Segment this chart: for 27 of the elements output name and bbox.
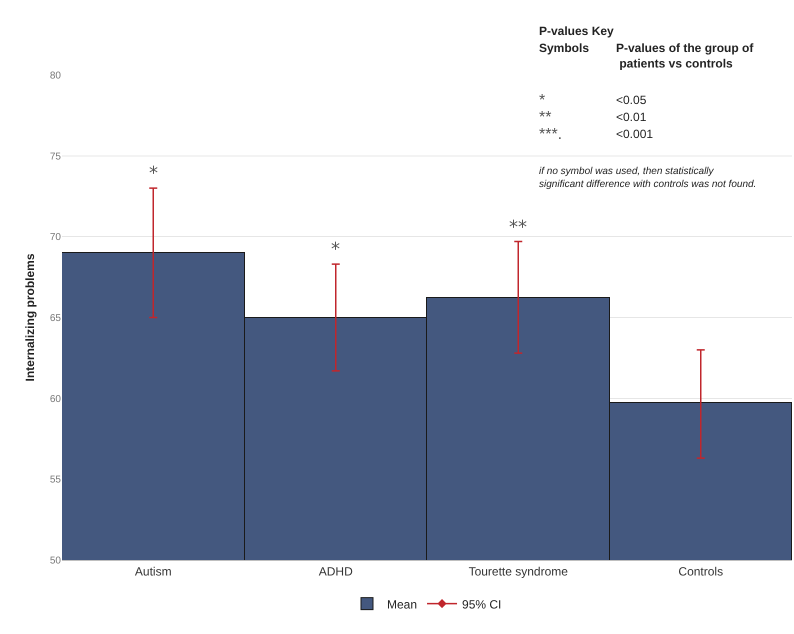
y-tick-label: 75 xyxy=(50,151,62,162)
annotation: if no symbol was used, then statistically significant difference with controls was not found. xyxy=(539,166,756,190)
annotation: <0.01 xyxy=(616,110,647,124)
y-tick-label: 60 xyxy=(50,394,62,405)
text: Symbols xyxy=(539,41,590,55)
x-tick-label: Tourette syndrome xyxy=(468,564,568,578)
x-tick-label: Controls xyxy=(678,564,724,578)
legend-label: 95% CI xyxy=(462,597,502,612)
legend-label: Mean xyxy=(387,597,418,612)
annotation: <0.05 xyxy=(616,93,647,107)
y-axis-title: Internalizing problems xyxy=(23,253,38,382)
annotation: <0.001 xyxy=(616,127,654,141)
annotation: ** xyxy=(539,109,552,126)
annotation: ** xyxy=(509,217,527,238)
annotation: ***. xyxy=(539,126,562,143)
y-tick-label: 55 xyxy=(50,474,62,486)
text: P-values Key xyxy=(539,24,614,38)
x-tick-label: Autism xyxy=(134,564,172,578)
annotation: * xyxy=(149,163,158,184)
y-tick-label: 70 xyxy=(50,232,62,244)
annotation: * xyxy=(539,92,546,109)
y-tick-label: 80 xyxy=(50,70,62,82)
y-tick-label: 65 xyxy=(50,313,62,324)
text: P-values of the group of patients vs controls xyxy=(616,41,754,71)
annotation: * xyxy=(331,239,340,260)
x-tick-label: ADHD xyxy=(318,564,354,578)
y-tick-label: 50 xyxy=(50,556,62,566)
